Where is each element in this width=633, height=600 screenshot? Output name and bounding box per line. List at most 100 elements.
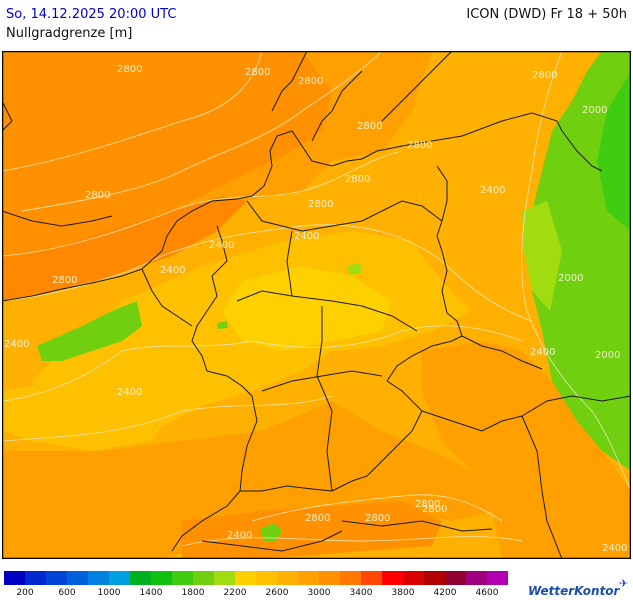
isoline-2400-c (2, 395, 333, 442)
legend-tick-label: 600 (58, 588, 76, 598)
field-west-yellow (2, 381, 172, 451)
coastline-denmark-east (311, 70, 363, 142)
isoline-label: 2000 (582, 105, 607, 116)
isoline-label: 2000 (595, 350, 620, 361)
isoline-label: 2000 (558, 273, 583, 284)
isoline-2800-a (2, 51, 263, 172)
model-run-label: ICON (DWD) Fr 18 + 50h (466, 7, 627, 22)
border-at-it (341, 520, 493, 532)
coastline-sweden (381, 51, 453, 122)
legend-tick-label: 3000 (307, 588, 331, 598)
legend-swatch (109, 571, 130, 585)
legend-swatch (277, 571, 298, 585)
border-fr-be (141, 268, 193, 327)
isoline-label: 2800 (117, 64, 142, 75)
isoline-2800-d (251, 494, 503, 522)
legend-swatch (256, 571, 277, 585)
legend-tick-label: 1400 (139, 588, 163, 598)
border-ch-it (201, 530, 343, 552)
border-de-cz (386, 312, 463, 382)
field-east-green-light (522, 201, 562, 311)
border-de-fr (206, 370, 258, 492)
coastline-germany-north (251, 112, 563, 197)
border-de-nl (206, 225, 228, 312)
isoline-label: 2800 (305, 513, 330, 524)
isoline-label: 2800 (85, 190, 110, 201)
field-alps-green (260, 523, 282, 541)
legend-swatch (445, 571, 466, 585)
coastline-uk-south (2, 210, 113, 227)
isoline-label: 2800 (308, 199, 333, 210)
isoline-label: 2800 (415, 499, 440, 510)
legend-swatch (424, 571, 445, 585)
isoline-label: 2800 (52, 275, 77, 286)
coastline-netherlands (141, 195, 253, 270)
legend-tick-label: 3800 (391, 588, 415, 598)
border-de-states-4 (316, 306, 333, 492)
legend-tick-label: 200 (16, 588, 34, 598)
legend-swatch (4, 571, 25, 585)
field-central-light (222, 266, 392, 351)
legend-swatch (403, 571, 424, 585)
isoline-label: 2400 (602, 543, 627, 554)
isoline-2800-b (21, 51, 383, 212)
legend-swatch (67, 571, 88, 585)
border-de-states-5 (286, 230, 293, 297)
legend-swatch (466, 571, 487, 585)
border-pl-lt (561, 130, 603, 172)
isoline-label: 2400 (209, 240, 234, 251)
border-at-hu (521, 415, 563, 559)
isoline-label: 2800 (245, 67, 270, 78)
coastline-denmark (271, 51, 308, 112)
legend-swatch (298, 571, 319, 585)
isoline-label: 2400 (160, 265, 185, 276)
field-belgium-green (37, 301, 142, 361)
legend-swatch (172, 571, 193, 585)
isoline-label: 2400 (294, 231, 319, 242)
isoline-2400-d (181, 536, 523, 547)
isoline-label: 2800 (532, 70, 557, 81)
freezing-level-map: 2800 2800 2800 2800 2800 2800 2800 2800 … (2, 51, 631, 559)
border-de-states-2 (236, 290, 418, 332)
field-alps (182, 501, 442, 559)
border-fr-ch (171, 490, 241, 552)
field-south (2, 401, 492, 559)
legend-swatch (193, 571, 214, 585)
legend-swatch (235, 571, 256, 585)
field-southeast (422, 341, 631, 559)
legend-swatch (25, 571, 46, 585)
legend-swatch (487, 571, 508, 585)
legend-tick-label: 2600 (265, 588, 289, 598)
legend-tick-label: 1000 (97, 588, 121, 598)
border-pl-sk (521, 395, 631, 417)
field-channel-band (2, 196, 247, 301)
legend-swatch (340, 571, 361, 585)
legend-swatch (361, 571, 382, 585)
border-de-pl (436, 165, 448, 314)
border-de-states-3 (261, 370, 383, 392)
legend-swatch (382, 571, 403, 585)
coastline-uk (2, 100, 13, 132)
isoline-label: 2800 (422, 504, 447, 515)
legend-tick-label: 3400 (349, 588, 373, 598)
field-north-core (2, 51, 332, 261)
legend-swatch (130, 571, 151, 585)
border-de-be-lu (191, 310, 208, 372)
isoline-label: 2400 (480, 185, 505, 196)
coastline-france-north (2, 268, 143, 302)
isoline-2400-a (2, 224, 533, 322)
isoline-label: 2400 (4, 339, 29, 350)
forecast-datetime: So, 14.12.2025 20:00 UTC (6, 7, 177, 22)
field-east-green-dark (597, 71, 631, 231)
legend-tick-label: 2200 (223, 588, 247, 598)
border-at-cz (421, 410, 523, 432)
legend-swatch (88, 571, 109, 585)
isoline-label: 2800 (345, 174, 370, 185)
field-small-green (347, 263, 362, 275)
border-de-states-1 (246, 200, 443, 232)
legend-tick-label: 1800 (181, 588, 205, 598)
isoline-2800-c (2, 150, 403, 257)
border-de-at (331, 380, 423, 492)
field-small-green-2 (217, 321, 228, 329)
isoline-label: 2800 (365, 513, 390, 524)
